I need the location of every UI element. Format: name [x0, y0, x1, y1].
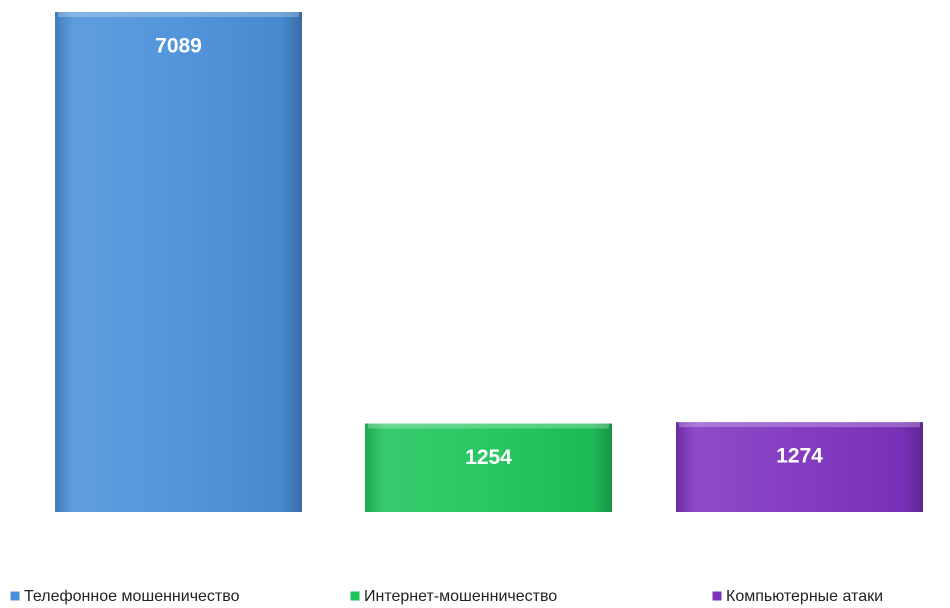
bar-shade [676, 422, 923, 512]
bar-highlight [368, 423, 609, 429]
legend-swatch [711, 590, 723, 602]
legend-label: Интернет-мошенничество [364, 588, 557, 605]
data-label: 1254 [465, 446, 512, 469]
legend-label: Телефонное мошенничество [24, 588, 240, 605]
bar-shade [55, 12, 302, 512]
data-label: 1274 [776, 445, 823, 468]
legend-swatch [9, 590, 21, 602]
bar-highlight [58, 12, 299, 17]
bar-shade [365, 423, 612, 512]
data-label: 7089 [155, 35, 202, 58]
bar-highlight [679, 422, 920, 428]
legend-label: Компьютерные атаки [726, 588, 883, 605]
legend-swatch [349, 590, 361, 602]
